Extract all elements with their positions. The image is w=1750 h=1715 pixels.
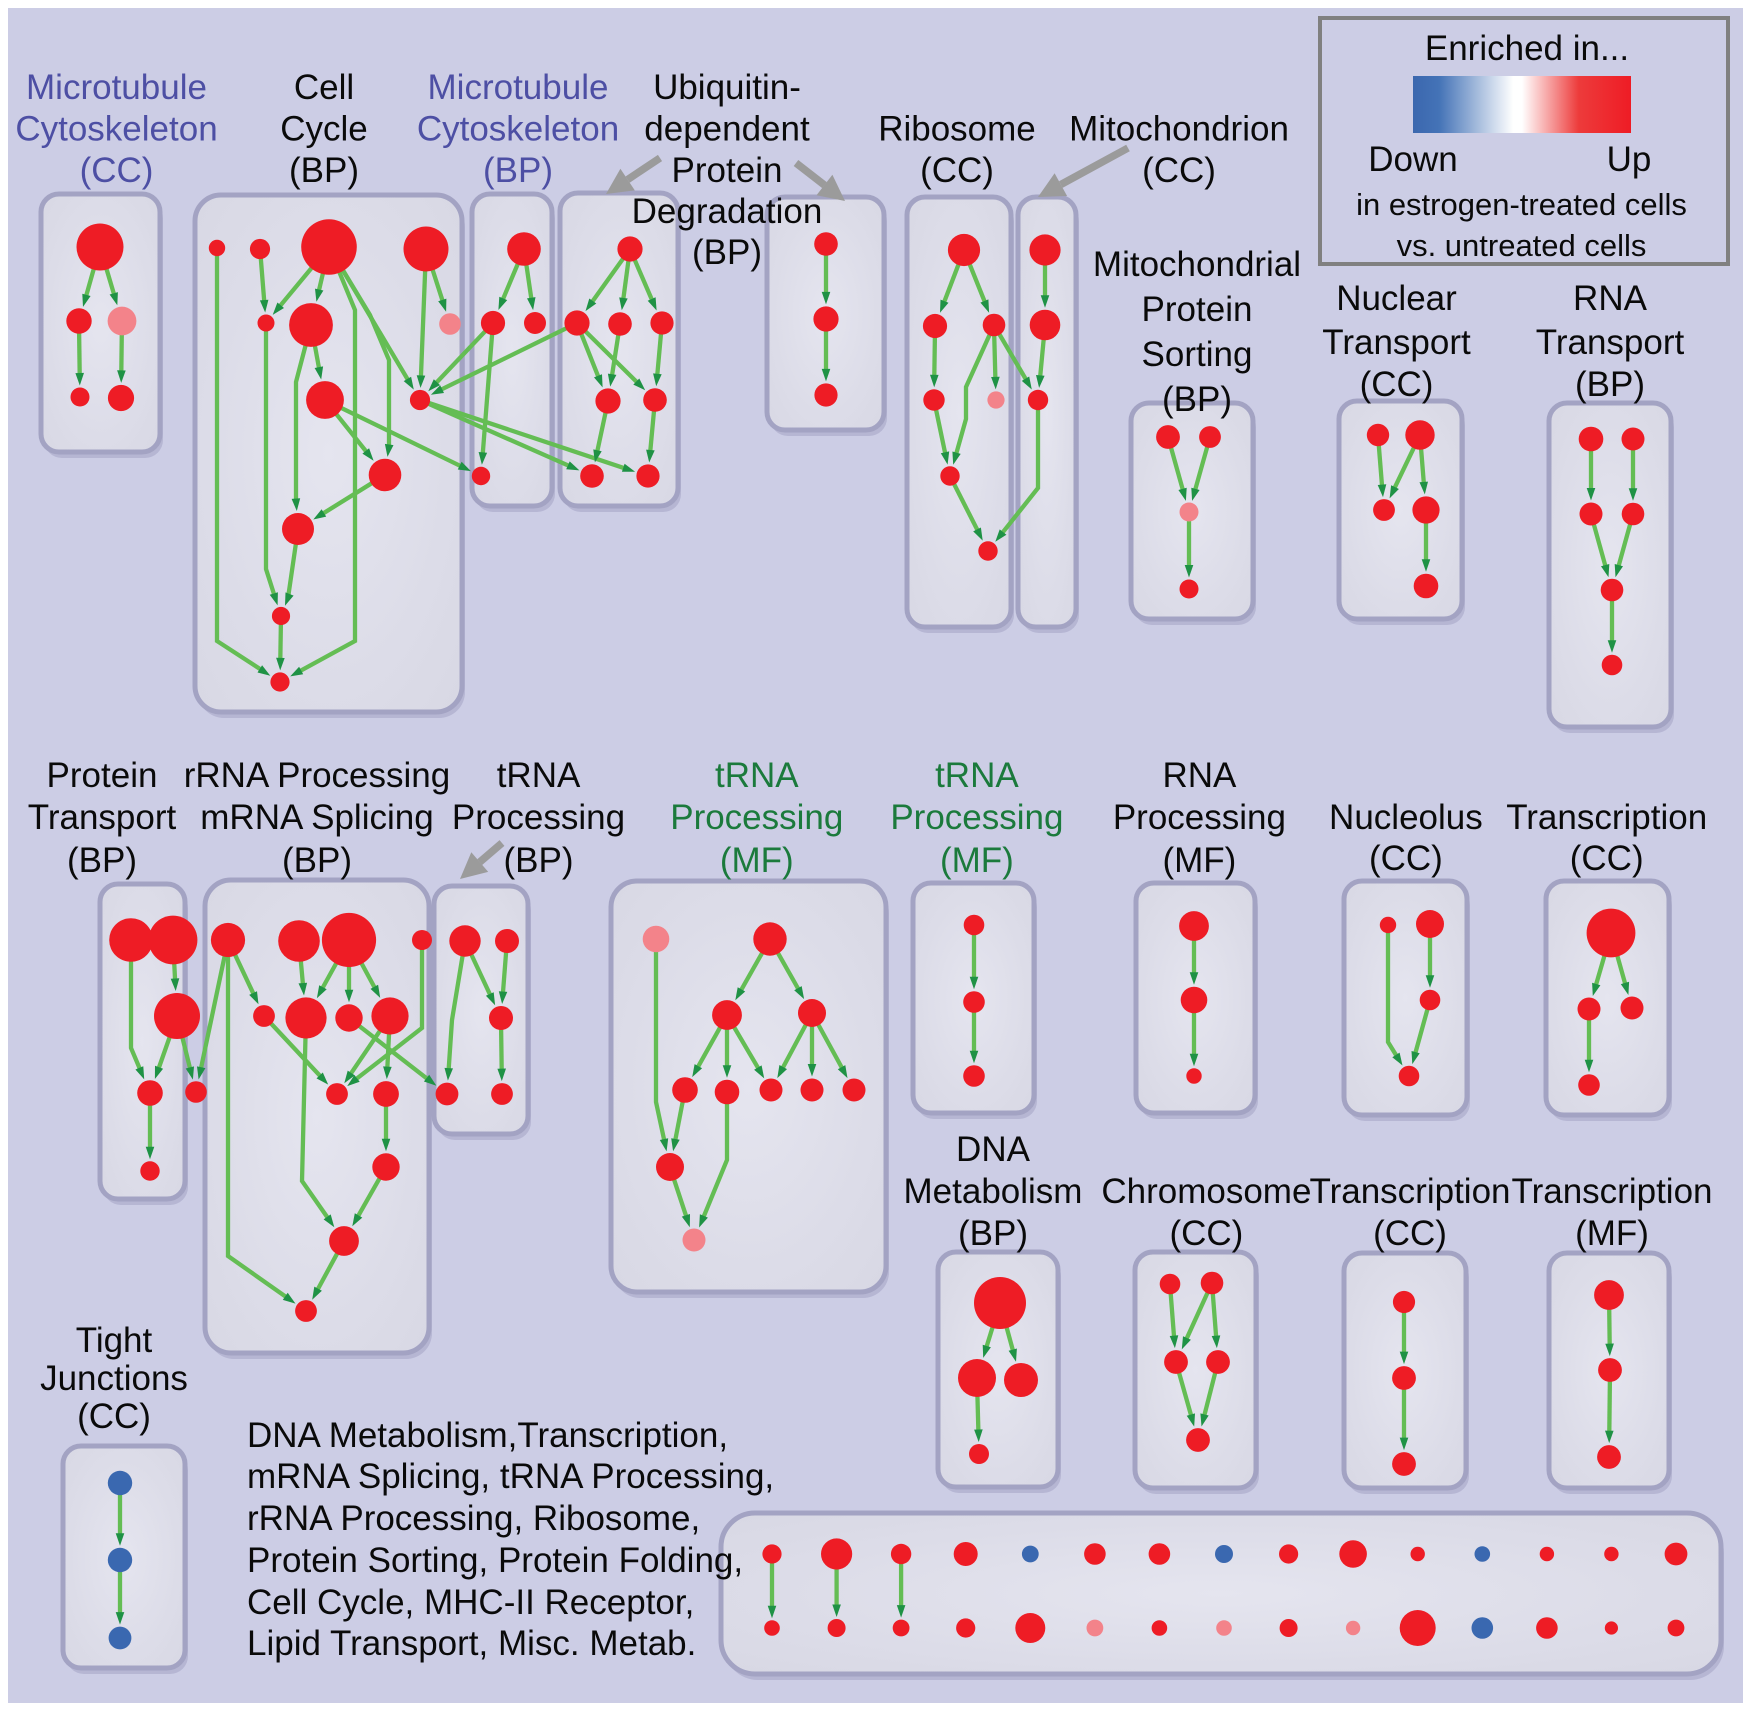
svg-text:Ribosome(CC): Ribosome (CC) <box>878 110 1036 191</box>
svg-text:vs. untreated cells: vs. untreated cells <box>1397 228 1647 263</box>
svg-text:Transcription(CC): Transcription (CC) <box>1506 798 1707 878</box>
svg-text:Chromosome(CC): Chromosome (CC) <box>1101 1172 1311 1253</box>
svg-text:Transcription(CC): Transcription (CC) <box>1310 1172 1511 1253</box>
svg-text:Mitochondrion(CC): Mitochondrion (CC) <box>1069 110 1289 191</box>
svg-text:Down: Down <box>1368 140 1457 179</box>
svg-text:Enriched in...: Enriched in... <box>1425 29 1629 68</box>
svg-text:Transcription(MF): Transcription (MF) <box>1512 1172 1713 1253</box>
svg-text:in estrogen-treated cells: in estrogen-treated cells <box>1356 187 1687 222</box>
svg-text:DNA Metabolism,Transcription,m: DNA Metabolism,Transcription, mRNA Splici… <box>247 1416 774 1663</box>
svg-text:Up: Up <box>1607 140 1652 179</box>
svg-text:Nucleolus(CC): Nucleolus (CC) <box>1329 798 1483 878</box>
